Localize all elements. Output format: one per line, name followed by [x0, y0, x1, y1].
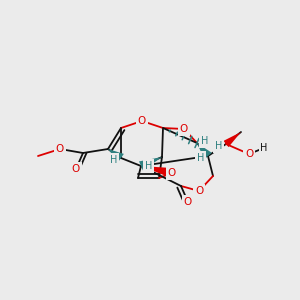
Text: O: O [56, 144, 64, 154]
Text: O: O [72, 164, 80, 174]
Text: H: H [196, 153, 204, 163]
Polygon shape [139, 157, 162, 171]
Text: H: H [260, 143, 268, 153]
Polygon shape [224, 132, 241, 147]
Text: H: H [201, 136, 208, 146]
Polygon shape [108, 149, 124, 162]
Text: O: O [195, 186, 203, 196]
Text: H: H [145, 161, 152, 171]
Text: O: O [180, 124, 188, 134]
Text: O: O [245, 149, 253, 159]
Text: O: O [168, 168, 176, 178]
Text: O: O [184, 197, 192, 207]
Polygon shape [197, 143, 212, 159]
Text: H: H [110, 155, 117, 165]
Polygon shape [141, 166, 173, 178]
Text: O: O [138, 116, 146, 126]
Text: H: H [214, 141, 222, 151]
